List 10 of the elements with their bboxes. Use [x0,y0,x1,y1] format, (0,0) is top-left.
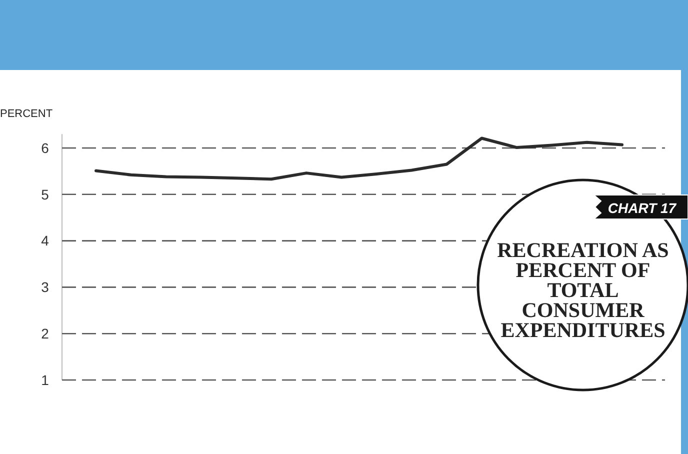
y-tick-label: 6 [41,140,50,156]
text: RECREATION AS PERCENT OF TOTAL CONSUMER EXPENDITURES [497,238,669,342]
text: CHART 17 [608,200,678,216]
line-series [94,136,624,181]
y-tick-label: 1 [41,372,50,388]
y-tick-label: 5 [41,186,50,202]
y-tick-label: 3 [41,279,50,296]
y-tick-label: 2 [41,326,50,342]
y-tick-label: 4 [41,232,50,249]
y-axis-title: PERCENT [0,108,53,120]
